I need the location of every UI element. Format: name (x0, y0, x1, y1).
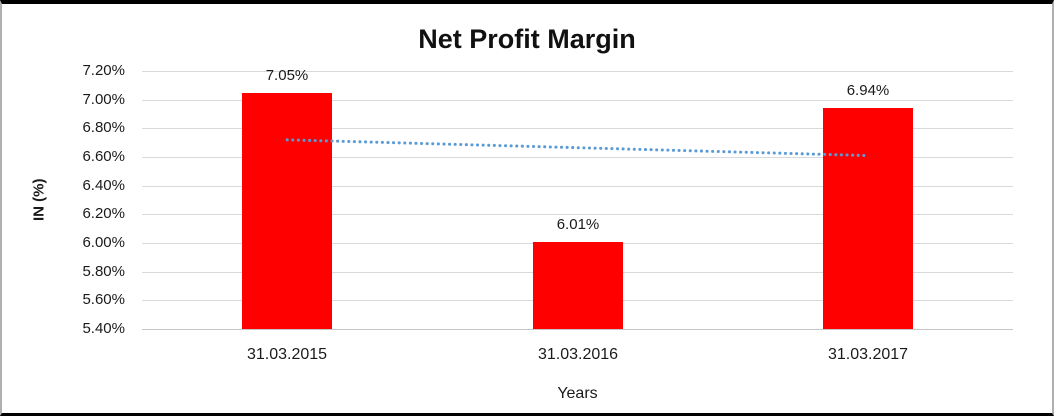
gridline (142, 329, 1013, 330)
gridline (142, 157, 1013, 158)
x-tick-label: 31.03.2017 (827, 346, 909, 363)
gridline (142, 186, 1013, 187)
y-tick-label: 7.00% (82, 91, 125, 108)
gridline (142, 100, 1013, 101)
gridline (142, 214, 1013, 215)
y-tick-label: 6.80% (82, 119, 125, 136)
x-axis-title: Years (557, 385, 598, 402)
plot-area (142, 71, 1013, 330)
bar-31.03.2017 (823, 108, 913, 329)
bar-data-label: 6.01% (556, 216, 600, 233)
chart-title: Net Profit Margin (418, 24, 636, 54)
gridline (142, 71, 1013, 72)
y-tick-label: 6.40% (82, 177, 125, 194)
net-profit-margin-chart: Net Profit Margin IN (%) Years 7.20% 7.00… (2, 4, 1052, 413)
x-tick-label: 31.03.2015 (246, 346, 328, 363)
bar-data-label: 7.05% (265, 67, 309, 84)
y-tick-label: 6.00% (82, 234, 125, 251)
bar-data-label: 6.94% (846, 82, 890, 99)
bar-31.03.2016 (533, 242, 623, 329)
y-tick-label: 5.80% (82, 263, 125, 280)
x-tick-label: 31.03.2016 (537, 346, 619, 363)
y-tick-label: 5.40% (82, 320, 125, 337)
y-tick-label: 5.60% (82, 291, 125, 308)
y-tick-label: 7.20% (82, 62, 125, 79)
y-tick-label: 6.20% (82, 205, 125, 222)
y-tick-label: 6.60% (82, 148, 125, 165)
bar-31.03.2015 (242, 93, 332, 329)
gridline (142, 128, 1013, 129)
trendline (285, 138, 870, 158)
